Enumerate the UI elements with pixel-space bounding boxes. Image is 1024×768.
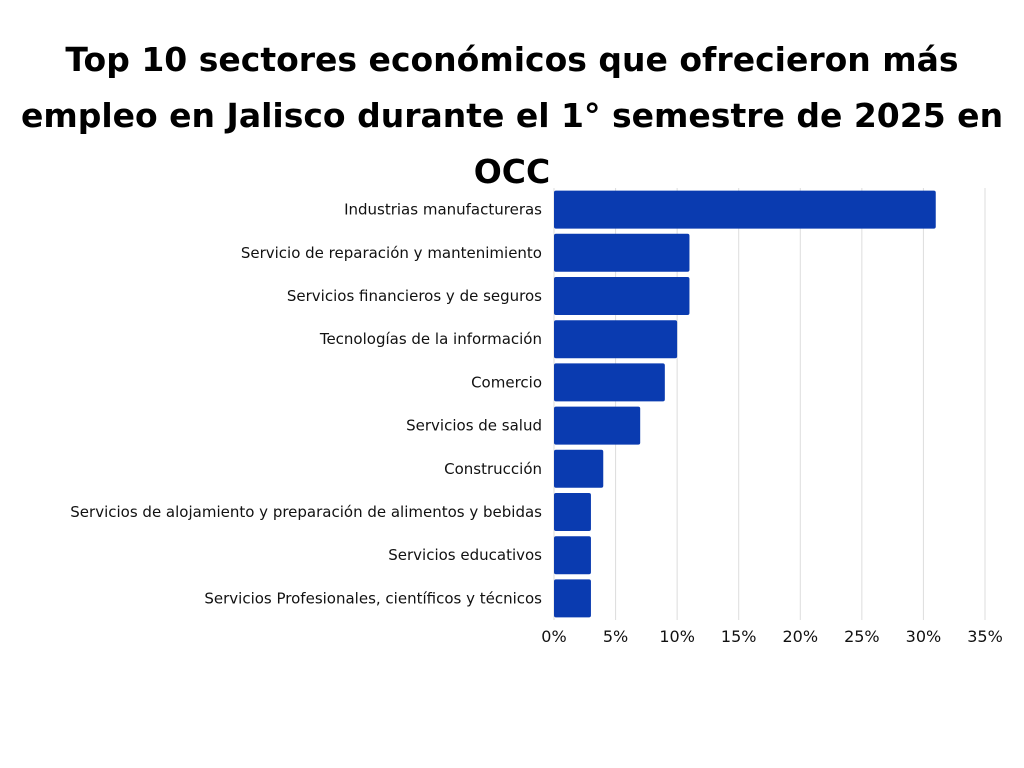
category-label: Servicios educativos — [388, 546, 542, 564]
x-tick-label: 25% — [844, 627, 880, 646]
chart-title: Top 10 sectores económicos que ofreciero… — [20, 40, 1004, 191]
bar — [554, 449, 604, 488]
category-label: Servicios de salud — [406, 417, 542, 435]
bar — [554, 579, 591, 618]
category-label: Tecnologías de la información — [319, 330, 542, 348]
x-tick-label: 30% — [906, 627, 942, 646]
category-label: Servicio de reparación y mantenimiento — [241, 244, 542, 262]
x-tick-label: 0% — [541, 627, 566, 646]
x-tick-label: 10% — [659, 627, 695, 646]
x-tick-label: 20% — [783, 627, 819, 646]
x-tick-label: 35% — [967, 627, 1003, 646]
category-label: Industrias manufactureras — [344, 201, 542, 219]
category-label: Servicios financieros y de seguros — [287, 287, 542, 305]
bar — [554, 233, 690, 272]
bar — [554, 493, 591, 531]
x-tick-label: 5% — [603, 627, 628, 646]
category-labels: Industrias manufactureras Servicio de rep… — [70, 201, 542, 608]
bar — [554, 190, 936, 229]
category-label: Comercio — [471, 373, 542, 391]
bars — [554, 190, 936, 618]
bar — [554, 406, 641, 445]
category-label: Construcción — [444, 460, 542, 478]
bar — [554, 363, 665, 402]
bar — [554, 277, 690, 315]
bar — [554, 320, 678, 359]
x-axis-ticks: 0% 5% 10% 15% 20% 25% 30% 35% — [541, 627, 1002, 646]
x-tick-label: 15% — [721, 627, 757, 646]
category-label: Servicios Profesionales, científicos y t… — [204, 589, 542, 607]
bar — [554, 536, 591, 575]
category-label: Servicios de alojamiento y preparación d… — [70, 503, 542, 521]
